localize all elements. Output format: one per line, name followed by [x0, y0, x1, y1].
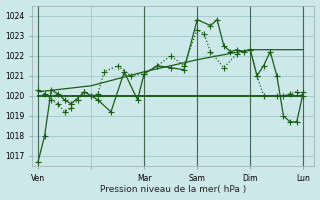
X-axis label: Pression niveau de la mer( hPa ): Pression niveau de la mer( hPa )	[100, 185, 247, 194]
